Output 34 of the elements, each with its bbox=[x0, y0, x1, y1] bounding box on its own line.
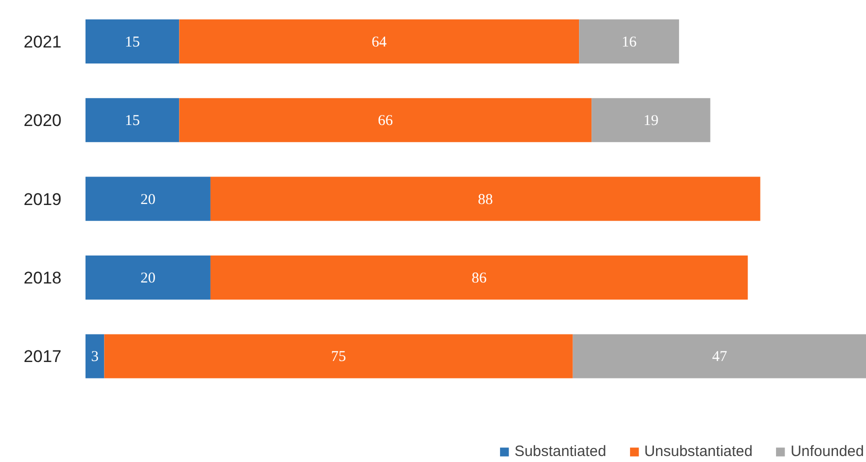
bar bbox=[86, 176, 210, 221]
bar bbox=[86, 19, 180, 64]
bar bbox=[86, 256, 210, 300]
data-label: 64 bbox=[372, 34, 388, 50]
data-label: 75 bbox=[331, 349, 346, 366]
data-label: 86 bbox=[472, 270, 488, 287]
bar bbox=[210, 256, 748, 300]
data-label: 19 bbox=[643, 113, 658, 130]
y-tick-label: 2018 bbox=[24, 268, 62, 288]
bar bbox=[179, 98, 592, 142]
bar bbox=[579, 19, 680, 64]
bar bbox=[179, 19, 580, 64]
bar bbox=[592, 98, 710, 142]
y-tick-label: 2020 bbox=[24, 111, 62, 130]
data-label: 15 bbox=[124, 34, 140, 50]
legend-label: Unfounded bbox=[790, 443, 864, 460]
bar bbox=[86, 98, 180, 142]
y-tick-label: 2017 bbox=[24, 347, 62, 366]
data-label: 15 bbox=[124, 113, 140, 130]
bar bbox=[86, 334, 104, 378]
data-label: 16 bbox=[622, 34, 638, 50]
y-tick-label: 2019 bbox=[24, 190, 62, 209]
y-tick-label: 2021 bbox=[24, 32, 62, 52]
data-label: 20 bbox=[140, 192, 156, 208]
data-label: 20 bbox=[140, 270, 156, 287]
bar bbox=[572, 334, 866, 378]
bar bbox=[210, 176, 760, 221]
data-label: 66 bbox=[378, 113, 394, 130]
bar bbox=[104, 334, 573, 378]
legend-label: Substantiated bbox=[514, 443, 606, 460]
legend-label: Unsubstantiated bbox=[644, 443, 753, 460]
data-label: 47 bbox=[712, 349, 728, 366]
data-label: 88 bbox=[478, 192, 493, 208]
data-label: 3 bbox=[91, 349, 99, 366]
